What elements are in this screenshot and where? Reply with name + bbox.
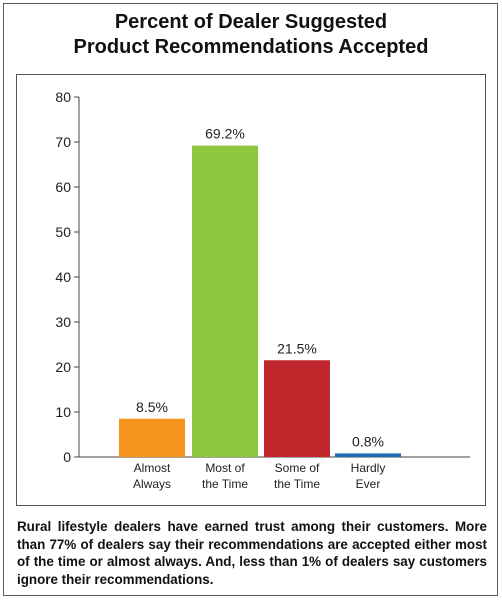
- category-label-2-1: the Time: [274, 477, 320, 491]
- category-label-2-0: Some of: [275, 461, 320, 475]
- category-label-3-1: Ever: [356, 477, 381, 491]
- y-tick-label: 20: [55, 359, 71, 375]
- bar-3: [335, 453, 401, 457]
- y-tick-label: 30: [55, 314, 71, 330]
- bar-2: [264, 360, 330, 457]
- bar-1: [192, 145, 258, 457]
- data-label-0: 8.5%: [136, 399, 168, 415]
- category-label-0-1: Always: [133, 477, 171, 491]
- y-tick-label: 60: [55, 179, 71, 195]
- y-tick-label: 50: [55, 224, 71, 240]
- bar-0: [119, 418, 185, 457]
- data-labels: 8.5% 69.2% 21.5% 0.8%: [136, 126, 384, 450]
- y-tick-label: 40: [55, 269, 71, 285]
- data-label-2: 21.5%: [277, 340, 317, 356]
- data-label-3: 0.8%: [352, 433, 384, 449]
- y-tick-label: 10: [55, 404, 71, 420]
- category-label-0-0: Almost: [134, 461, 171, 475]
- bars: [119, 145, 401, 457]
- data-label-1: 69.2%: [205, 126, 245, 142]
- category-label-1-0: Most of: [205, 461, 245, 475]
- y-tick-label: 0: [63, 449, 71, 465]
- chart-title-line-1: Percent of Dealer Suggested: [114, 11, 388, 33]
- chart-title: Percent of Dealer Suggested Product Reco…: [0, 10, 502, 60]
- category-labels: Almost Always Most of the Time Some of the Ti…: [133, 461, 385, 491]
- y-tick-label: 70: [55, 134, 71, 150]
- category-label-3-0: Hardly: [351, 461, 386, 475]
- category-label-1-1: the Time: [202, 477, 248, 491]
- chart-title-line-2: Product Recommendations Accepted: [73, 36, 429, 58]
- chart-caption: Rural lifestyle dealers have earned trus…: [17, 519, 487, 587]
- axes: 0 10 20 30 40 50 60 70 80: [55, 89, 470, 465]
- y-tick-label: 80: [55, 89, 71, 105]
